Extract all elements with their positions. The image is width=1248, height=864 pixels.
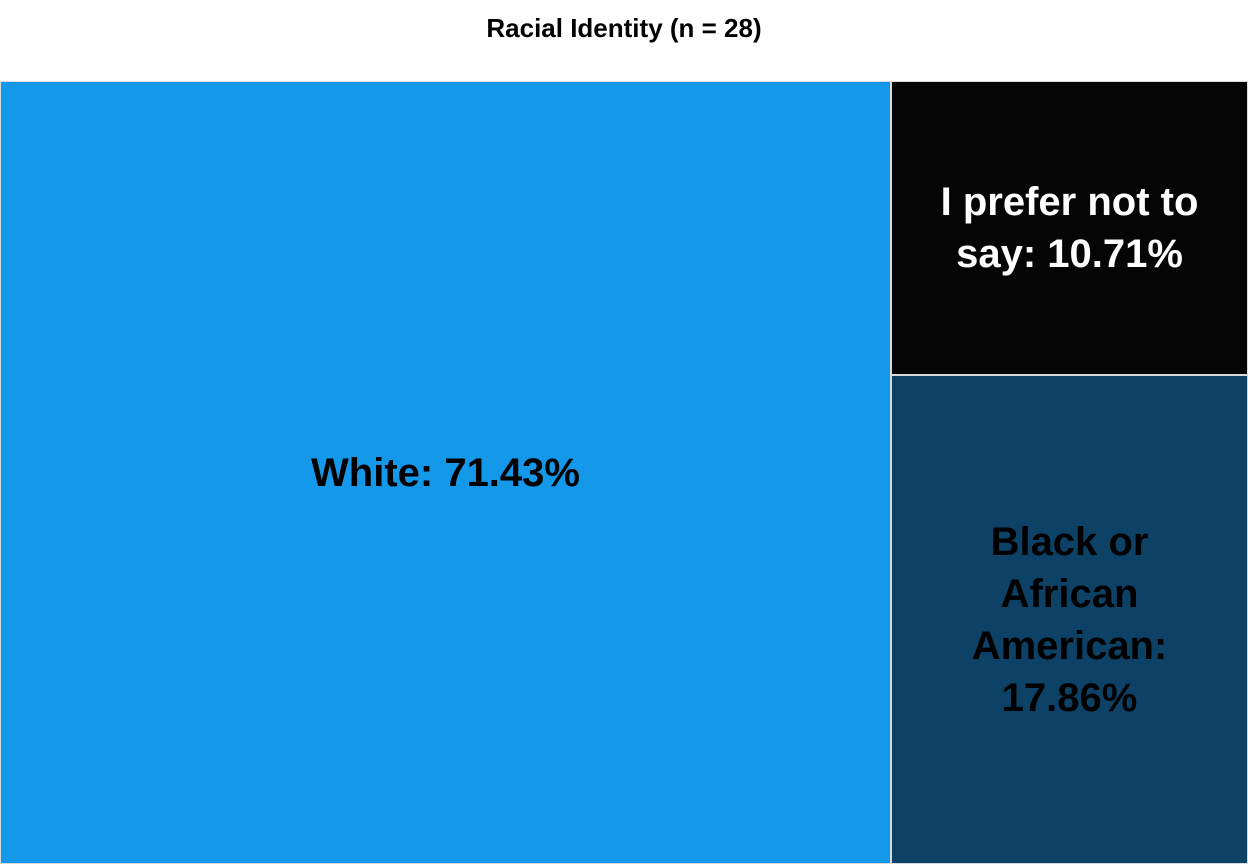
treemap-tile-label: White: 71.43% bbox=[311, 450, 580, 495]
treemap-tile-white: White: 71.43% bbox=[0, 81, 891, 864]
treemap-tile-prefer-not-to-say: I prefer not to say: 10.71% bbox=[891, 81, 1248, 375]
treemap-tile-label: Black or African American: 17.86% bbox=[971, 519, 1168, 720]
treemap-tile-black-or-african-american: Black or African American: 17.86% bbox=[891, 375, 1248, 864]
treemap-tile-label: I prefer not to say: 10.71% bbox=[940, 180, 1199, 276]
chart-title: Racial Identity (n = 28) bbox=[486, 13, 762, 43]
treemap-plot-area: White: 71.43% I prefer not to say: 10.71%… bbox=[0, 81, 1248, 864]
